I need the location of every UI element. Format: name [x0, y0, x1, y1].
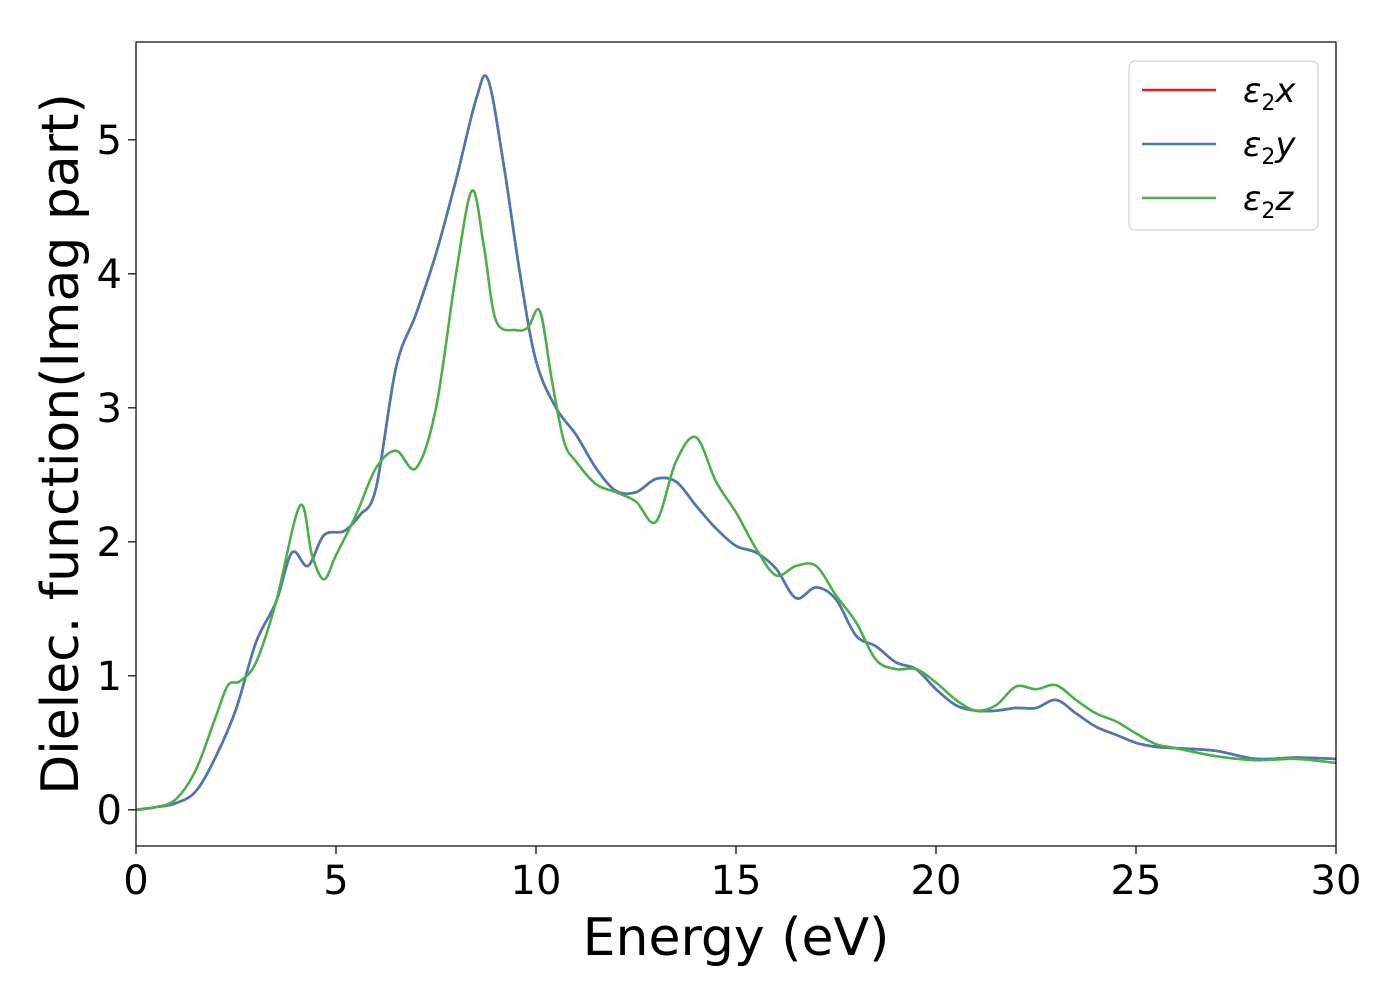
y-axis-ticks: 0 1 2 3 4 5 — [97, 118, 136, 834]
y-tick-label: 3 — [97, 386, 122, 432]
y-tick-label: 0 — [97, 788, 122, 834]
x-tick-label: 25 — [1111, 858, 1162, 904]
y-tick-label: 2 — [97, 520, 122, 566]
x-tick-label: 5 — [323, 858, 348, 904]
y-axis-title: Dielec. function(Imag part) — [31, 93, 91, 795]
legend-entry-label: ε2y — [1243, 125, 1296, 170]
x-tick-label: 15 — [711, 858, 762, 904]
series-line-eps2z — [135, 189, 1337, 812]
y-tick-label: 4 — [97, 252, 122, 298]
x-axis-ticks: 0 5 10 15 20 25 30 — [123, 846, 1361, 904]
x-axis-title: Energy (eV) — [583, 908, 890, 968]
series-line-eps2y — [135, 74, 1337, 812]
legend: ε2x ε2y ε2z — [1128, 60, 1319, 231]
plot-series-group — [135, 74, 1337, 812]
x-tick-label: 0 — [123, 858, 148, 904]
legend-entry-label: ε2z — [1243, 179, 1294, 224]
y-tick-label: 5 — [97, 118, 122, 164]
y-tick-label: 1 — [97, 654, 122, 700]
legend-box — [1128, 60, 1319, 231]
legend-entry-label: ε2x — [1243, 71, 1296, 116]
x-tick-label: 20 — [911, 858, 962, 904]
x-tick-label: 30 — [1311, 858, 1362, 904]
x-tick-label: 10 — [511, 858, 562, 904]
